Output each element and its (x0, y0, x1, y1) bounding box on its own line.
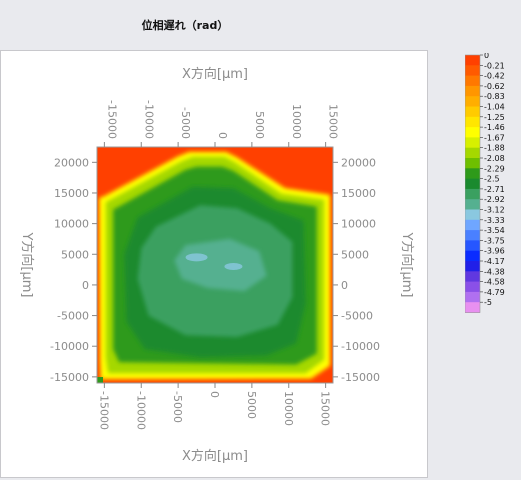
colorbar-label: -2.71 (484, 185, 505, 194)
colorbar-legend: 0-0.21 -0.42-0.62-0.83 -1.04-1.25-1.46-1.6… (465, 53, 505, 313)
colorbar-swatch (465, 147, 480, 159)
colorbar-label: -1.67 (484, 133, 505, 142)
y-axis-title-right: Y方向[μm] (399, 231, 415, 297)
colorbar-swatch (465, 188, 480, 200)
colorbar-label: -2.08 (484, 154, 505, 163)
colorbar-swatch (465, 240, 480, 252)
colorbar-swatch (465, 127, 480, 138)
x-tick-label-top: -10000 (142, 100, 155, 139)
colorbar-swatch (465, 291, 480, 303)
y-tick-label-right: -15000 (341, 371, 380, 384)
colorbar-label: 0 (484, 53, 489, 60)
y-tick-label-right: -5000 (341, 310, 373, 323)
y-tick-label-left: -5000 (57, 310, 89, 323)
x-axis-title-top: X方向[μm] (182, 66, 248, 82)
colorbar-label: -1.46 (484, 123, 505, 132)
heatmap-inner-teal (174, 238, 267, 292)
colorbar-label: -0.21 (484, 61, 505, 70)
colorbar-swatch (465, 137, 480, 149)
colorbar-swatch (465, 250, 480, 262)
colorbar-label: -3.33 (484, 216, 505, 225)
x-axis-title-bottom: X方向[μm] (182, 448, 248, 464)
colorbar-label: -1.88 (484, 144, 505, 153)
x-tick-label-top: -15000 (105, 100, 118, 139)
colorbar-label: -3.75 (484, 236, 505, 245)
y-tick-label-left: 5000 (61, 248, 89, 261)
x-tick-label-bottom: 0 (208, 391, 221, 398)
chart-title: 位相遅れ（rad） (141, 19, 229, 32)
colorbar-label: -0.62 (484, 82, 505, 91)
colorbar-label: -3.96 (484, 247, 505, 256)
colorbar-swatch (465, 65, 480, 77)
colorbar-label: -4.17 (484, 257, 505, 266)
y-tick-label-left: -15000 (50, 371, 89, 384)
colorbar-swatch (465, 281, 480, 293)
y-tick-label-right: -10000 (341, 340, 380, 353)
colorbar-label: -1.25 (484, 113, 505, 122)
colorbar-label: -3.12 (484, 206, 505, 215)
y-tick-label-right: 10000 (341, 218, 376, 231)
y-tick-label-left: 15000 (54, 187, 89, 200)
y-axis-title-left: Y方向[μm] (19, 231, 35, 297)
colorbar-label: -0.42 (484, 72, 505, 81)
y-tick-label-right: 20000 (341, 156, 376, 169)
colorbar-swatch (465, 106, 480, 118)
x-tick-label-bottom: 15000 (319, 391, 332, 426)
x-tick-label-bottom: -5000 (171, 391, 184, 423)
colorbar-label: -0.83 (484, 92, 505, 101)
colorbar-swatch (465, 85, 480, 97)
colorbar-swatch (465, 230, 480, 241)
heatmap-light-spot (185, 253, 208, 262)
colorbar-label: -2.5 (484, 175, 500, 184)
colorbar-label: -4.58 (484, 278, 505, 287)
colorbar-label: -1.04 (484, 103, 505, 112)
colorbar-frame (465, 54, 481, 313)
y-tick-label-right: 15000 (341, 187, 376, 200)
colorbar-swatch (465, 271, 480, 283)
heatmap-corner-marker (97, 377, 103, 383)
colorbar-swatch (465, 75, 480, 87)
x-tick-label-top: 15000 (327, 104, 340, 139)
colorbar-label: -4.38 (484, 267, 505, 276)
colorbar-label: -3.54 (484, 226, 505, 235)
y-tick-label-left: 20000 (54, 156, 89, 169)
x-tick-label-bottom: -15000 (97, 391, 110, 430)
plot-panel: -15000 -15000 -10000 -10000 -5000 -5000 0 0 5000… (0, 50, 428, 478)
colorbar-swatch (465, 219, 480, 231)
y-tick-label-right: 5000 (341, 248, 369, 261)
colorbar-swatch (465, 209, 480, 221)
x-tick-label-bottom: 5000 (245, 391, 258, 419)
heatmap-chart: -15000 -15000 -10000 -10000 -5000 -5000 0 0 5000… (19, 66, 415, 464)
y-tick-label-left: -10000 (50, 340, 89, 353)
x-tick-label-bottom: -10000 (134, 391, 147, 430)
colorbar-swatch (465, 168, 480, 180)
colorbar-swatch (465, 178, 480, 190)
colorbar-swatch (465, 55, 480, 66)
colorbar-swatch (465, 199, 480, 210)
y-tick-label-right: 0 (341, 279, 348, 292)
colorbar-swatch (465, 158, 480, 169)
colorbar-swatch (465, 302, 480, 313)
colorbar-label: -2.29 (484, 164, 505, 173)
x-tick-label-bottom: 10000 (282, 391, 295, 426)
x-tick-label-top: -5000 (179, 107, 192, 139)
colorbar-swatch (465, 96, 480, 107)
y-tick-label-left: 10000 (54, 218, 89, 231)
colorbar-label: -2.92 (484, 195, 505, 204)
colorbar-swatch (465, 116, 480, 128)
colorbar-label: -5 (484, 298, 492, 307)
x-tick-label-top: 0 (216, 132, 229, 139)
x-tick-label-top: 10000 (290, 104, 303, 139)
y-tick-label-left: 0 (82, 279, 89, 292)
heatmap-light-spot (224, 263, 243, 271)
plot-area (97, 147, 333, 383)
colorbar-label: -4.79 (484, 288, 505, 297)
colorbar-swatch (465, 261, 480, 272)
x-tick-label-top: 5000 (253, 111, 266, 139)
